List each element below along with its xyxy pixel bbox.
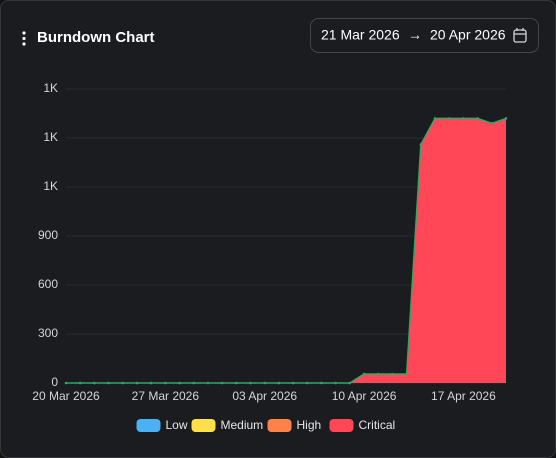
point <box>348 381 352 385</box>
point <box>164 381 167 385</box>
point <box>462 117 465 120</box>
point <box>249 381 252 385</box>
point <box>206 381 210 385</box>
point <box>178 381 181 385</box>
date-end: 20 Apr 2026 <box>430 27 506 43</box>
point <box>192 381 196 385</box>
x-tick-label: 20 Mar 2026 <box>32 389 100 403</box>
x-tick-label: 27 Mar 2026 <box>132 389 200 403</box>
legend-label: Low <box>166 418 188 432</box>
legend-swatch <box>191 419 216 432</box>
point <box>135 381 139 385</box>
point <box>263 381 267 385</box>
legend-swatch <box>329 419 354 432</box>
calendar-icon <box>513 28 527 43</box>
point <box>235 381 238 385</box>
area <box>66 118 506 384</box>
date-start: 21 Mar 2026 <box>321 27 400 43</box>
point <box>291 381 295 385</box>
point <box>433 117 437 120</box>
date-separator: → <box>408 27 422 43</box>
point <box>490 122 494 125</box>
point <box>476 117 479 120</box>
chart-title: Burndown Chart <box>37 29 155 46</box>
legend-swatch <box>136 419 161 432</box>
y-tick-label: 600 <box>38 277 58 291</box>
point <box>334 381 337 385</box>
point <box>277 381 281 385</box>
x-tick-label: 17 Apr 2026 <box>431 389 496 403</box>
y-tick-label: 0 <box>51 375 58 389</box>
point <box>391 372 394 376</box>
y-tick-label: 900 <box>38 228 58 242</box>
point <box>305 381 309 385</box>
x-tick-label: 10 Apr 2026 <box>332 389 397 403</box>
point <box>362 372 366 376</box>
legend-label: Medium <box>221 418 264 432</box>
point <box>107 381 110 385</box>
point <box>419 143 423 146</box>
legend-label: Critical <box>359 418 396 432</box>
point <box>78 381 82 385</box>
y-tick-label: 1K <box>43 81 58 95</box>
point <box>220 381 224 385</box>
point <box>64 381 68 385</box>
date-range-picker[interactable] <box>310 18 539 53</box>
y-tick-label: 1K <box>43 179 58 193</box>
point <box>93 381 96 385</box>
total-line <box>66 117 507 384</box>
point <box>320 381 323 385</box>
point <box>121 381 125 385</box>
x-tick-label: 03 Apr 2026 <box>232 389 297 403</box>
legend-swatch <box>267 419 292 432</box>
menu-icon[interactable] <box>22 31 26 46</box>
y-tick-label: 1K <box>43 130 58 144</box>
y-tick-label: 300 <box>38 326 58 340</box>
legend-label: High <box>297 418 322 432</box>
point <box>504 117 508 120</box>
point <box>405 372 408 376</box>
point <box>149 381 153 385</box>
point <box>447 117 451 120</box>
point <box>376 372 380 376</box>
